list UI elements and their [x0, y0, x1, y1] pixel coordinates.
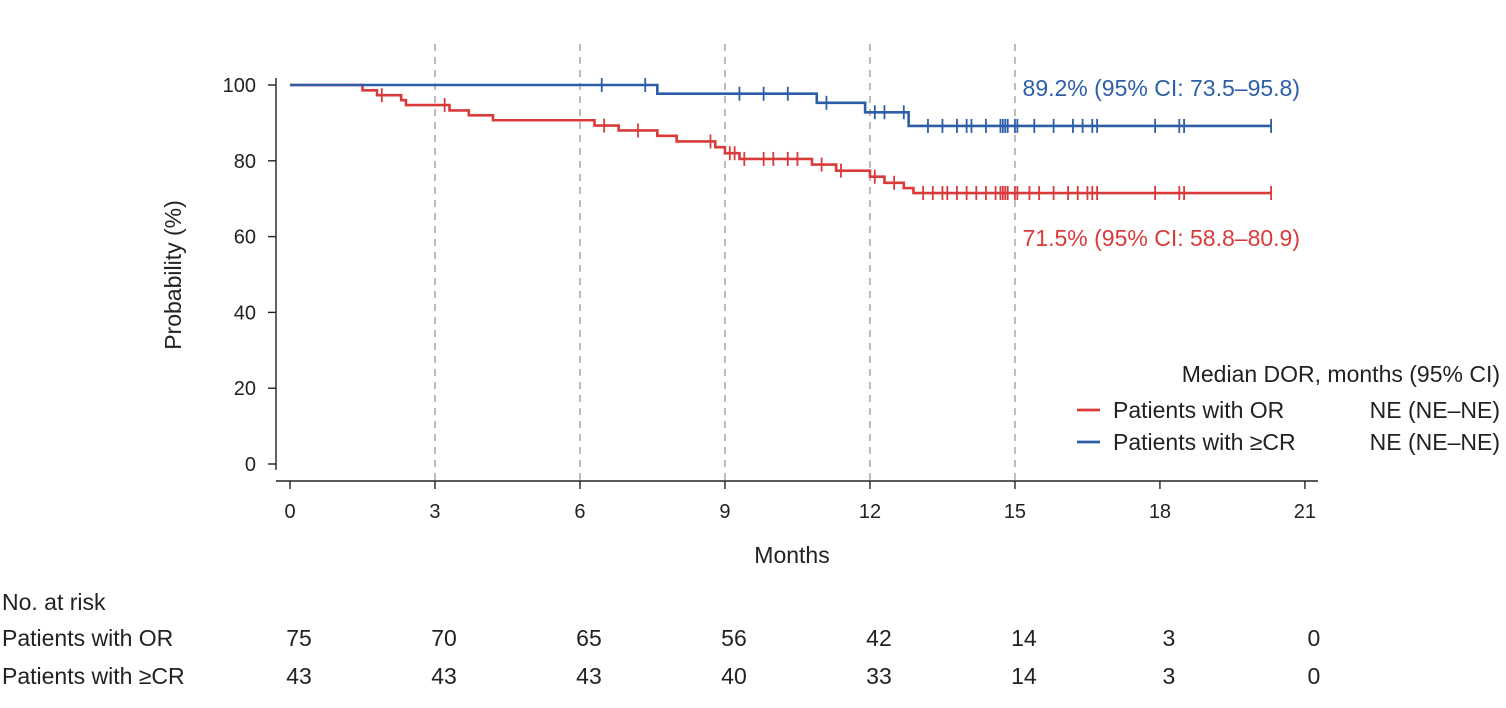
risk-value-1-3: 40	[721, 663, 747, 689]
risk-table: No. at risk Patients with OR 75 70 65 56 42 14 3…	[2, 589, 1320, 689]
legend-value-0: NE (NE–NE)	[1370, 397, 1500, 423]
curve-annotations: 71.5% (95% CI: 58.8–80.9) 89.2% (95% CI: …	[1023, 75, 1300, 251]
y-tick-label-0: 0	[245, 454, 256, 476]
legend-label-0: Patients with OR	[1113, 397, 1284, 423]
y-tick-label-80: 80	[234, 151, 256, 173]
curve-or	[290, 83, 1272, 195]
annotation-cr: 89.2% (95% CI: 73.5–95.8)	[1023, 75, 1300, 101]
risk-value-1-0: 43	[286, 663, 312, 689]
risk-value-1-7: 0	[1308, 663, 1321, 689]
legend: Median DOR, months (95% CI) Patients with…	[1077, 361, 1500, 455]
risk-value-0-1: 70	[431, 625, 457, 651]
y-tick-label-60: 60	[234, 227, 256, 249]
x-tick-label-3: 3	[429, 501, 440, 523]
y-axis-title: Probability (%)	[160, 200, 186, 350]
legend-title: Median DOR, months (95% CI)	[1182, 361, 1500, 387]
risk-row-label-0: Patients with OR	[2, 625, 173, 651]
risk-value-1-1: 43	[431, 663, 457, 689]
risk-value-1-6: 3	[1163, 663, 1176, 689]
x-axis-title: Months	[754, 542, 829, 568]
risk-value-1-5: 14	[1011, 663, 1037, 689]
risk-value-0-0: 75	[286, 625, 312, 651]
risk-row-label-1: Patients with ≥CR	[2, 663, 185, 689]
annotation-or: 71.5% (95% CI: 58.8–80.9)	[1023, 225, 1300, 251]
risk-value-1-4: 33	[866, 663, 892, 689]
risk-value-0-5: 14	[1011, 625, 1037, 651]
x-tick-label-6: 6	[574, 501, 585, 523]
y-tick-label-20: 20	[234, 378, 256, 400]
risk-value-0-4: 42	[866, 625, 892, 651]
y-tick-label-100: 100	[223, 75, 256, 97]
x-tick-label-15: 15	[1004, 501, 1026, 523]
risk-table-title: No. at risk	[2, 589, 106, 615]
x-tick-label-21: 21	[1294, 501, 1316, 523]
risk-value-0-6: 3	[1163, 625, 1176, 651]
risk-value-0-7: 0	[1308, 625, 1321, 651]
x-tick-label-18: 18	[1149, 501, 1171, 523]
legend-label-1: Patients with ≥CR	[1113, 429, 1296, 455]
x-tick-label-12: 12	[859, 501, 881, 523]
y-tick-label-40: 40	[234, 302, 256, 324]
x-tick-label-9: 9	[719, 501, 730, 523]
axes: 0 20 40 60 80 100 0 3 6 9 12 15 18 21 Months Probabilit…	[160, 75, 1318, 568]
curve-cr	[290, 83, 1272, 128]
survival-curves	[290, 78, 1272, 201]
risk-value-0-3: 56	[721, 625, 747, 651]
x-gridlines	[434, 44, 1016, 480]
risk-value-0-2: 65	[576, 625, 602, 651]
risk-value-1-2: 43	[576, 663, 602, 689]
legend-value-1: NE (NE–NE)	[1370, 429, 1500, 455]
x-tick-label-0: 0	[284, 501, 295, 523]
